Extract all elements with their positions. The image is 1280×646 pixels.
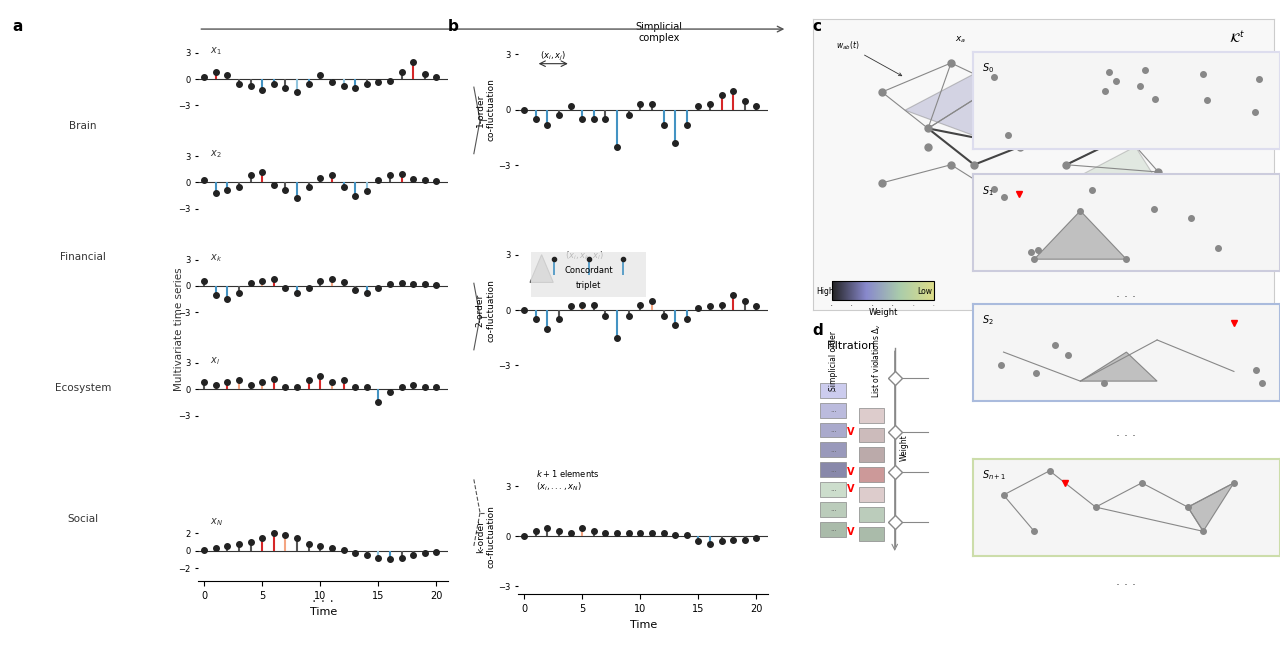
Text: $k+1$ elements
$(x_i, ..., x_N)$: $k+1$ elements $(x_i, ..., x_N)$ [536, 468, 599, 493]
Text: Brain: Brain [69, 121, 97, 131]
Text: ...: ... [829, 486, 837, 492]
Polygon shape [1089, 85, 1158, 129]
Text: $w_{cd}(t)$: $w_{cd}(t)$ [1116, 174, 1181, 212]
Text: V: V [847, 526, 855, 537]
Bar [859, 467, 884, 482]
Text: Simplicial order: Simplicial order [828, 331, 838, 391]
Text: V: V [847, 467, 855, 477]
Bar [820, 502, 846, 517]
Text: $S_{n+1}$: $S_{n+1}$ [982, 468, 1006, 482]
Bar [820, 482, 846, 497]
Text: d: d [813, 323, 823, 338]
Text: . . .: . . . [1116, 426, 1137, 439]
Text: Weight: Weight [900, 434, 909, 461]
Polygon shape [905, 74, 974, 136]
Text: Concordant: Concordant [564, 266, 613, 275]
Bar [859, 487, 884, 502]
Text: b: b [448, 19, 458, 34]
Text: Social: Social [68, 514, 99, 524]
Bar [820, 403, 846, 418]
Polygon shape [974, 74, 1043, 136]
Text: Financial: Financial [60, 252, 106, 262]
Text: $x_l$: $x_l$ [210, 355, 220, 367]
X-axis label: Time: Time [310, 607, 337, 617]
Bar [820, 463, 846, 477]
Polygon shape [1080, 352, 1157, 381]
Text: ...: ... [829, 447, 837, 453]
Text: triplet: triplet [576, 282, 602, 290]
Text: $S_1$: $S_1$ [982, 184, 993, 198]
Bar [820, 522, 846, 536]
FancyBboxPatch shape [526, 249, 652, 299]
Text: Filtration: Filtration [827, 341, 876, 351]
Text: a: a [13, 19, 23, 34]
Bar [820, 443, 846, 457]
Text: $S_2$: $S_2$ [982, 313, 993, 327]
Bar [859, 408, 884, 422]
Bar [859, 447, 884, 463]
Text: Simplicial
complex: Simplicial complex [636, 21, 682, 43]
Bar [820, 422, 846, 437]
Text: $x_1$: $x_1$ [210, 45, 221, 57]
Text: $x_a$: $x_a$ [955, 34, 966, 45]
Text: $x_c$: $x_c$ [1052, 67, 1062, 78]
Text: 2-order
co-fluctuation: 2-order co-fluctuation [476, 278, 495, 342]
Text: . . .: . . . [1116, 575, 1137, 588]
Text: ...: ... [829, 388, 837, 393]
Text: Low: Low [916, 287, 932, 296]
Bar [859, 506, 884, 522]
Text: V: V [847, 484, 855, 494]
Text: $x_2$: $x_2$ [210, 149, 221, 160]
Text: . . .: . . . [1116, 287, 1137, 300]
Bar [820, 383, 846, 398]
X-axis label: Time: Time [630, 620, 657, 630]
Text: $x_j$: $x_j$ [1121, 190, 1130, 201]
Text: $(x_i, x_k, x_l)$: $(x_i, x_k, x_l)$ [564, 249, 603, 262]
Text: $w_{ab}(t)$: $w_{ab}(t)$ [836, 39, 901, 76]
Text: $x_N$: $x_N$ [210, 517, 223, 528]
Text: $S_0$: $S_0$ [982, 61, 995, 75]
Text: ...: ... [829, 407, 837, 413]
Text: ...: ... [829, 526, 837, 532]
Text: Multivariate time series: Multivariate time series [174, 267, 184, 391]
Text: High: High [817, 287, 835, 296]
Text: $x_k$: $x_k$ [210, 252, 223, 264]
Bar [859, 428, 884, 443]
Text: c: c [813, 19, 822, 34]
Text: Ecosystem: Ecosystem [55, 383, 111, 393]
Text: V: V [847, 428, 855, 437]
Bar [859, 526, 884, 541]
Text: List of violations $\Delta_v$: List of violations $\Delta_v$ [870, 323, 883, 399]
Polygon shape [1188, 483, 1234, 531]
Polygon shape [530, 255, 553, 282]
Text: ...: ... [829, 466, 837, 473]
Polygon shape [1066, 147, 1158, 183]
Text: $(x_i, x_j)$: $(x_i, x_j)$ [540, 50, 566, 63]
X-axis label: Weight: Weight [869, 307, 897, 317]
Text: $\mathcal{K}^t$: $\mathcal{K}^t$ [1229, 30, 1244, 45]
Text: 1-order
co-fluctuation: 1-order co-fluctuation [476, 78, 495, 141]
Polygon shape [1034, 211, 1126, 259]
Text: k-order
co-fluctuation: k-order co-fluctuation [476, 505, 495, 568]
Text: . . .: . . . [312, 590, 334, 605]
Text: ...: ... [829, 506, 837, 512]
Text: ...: ... [829, 427, 837, 433]
